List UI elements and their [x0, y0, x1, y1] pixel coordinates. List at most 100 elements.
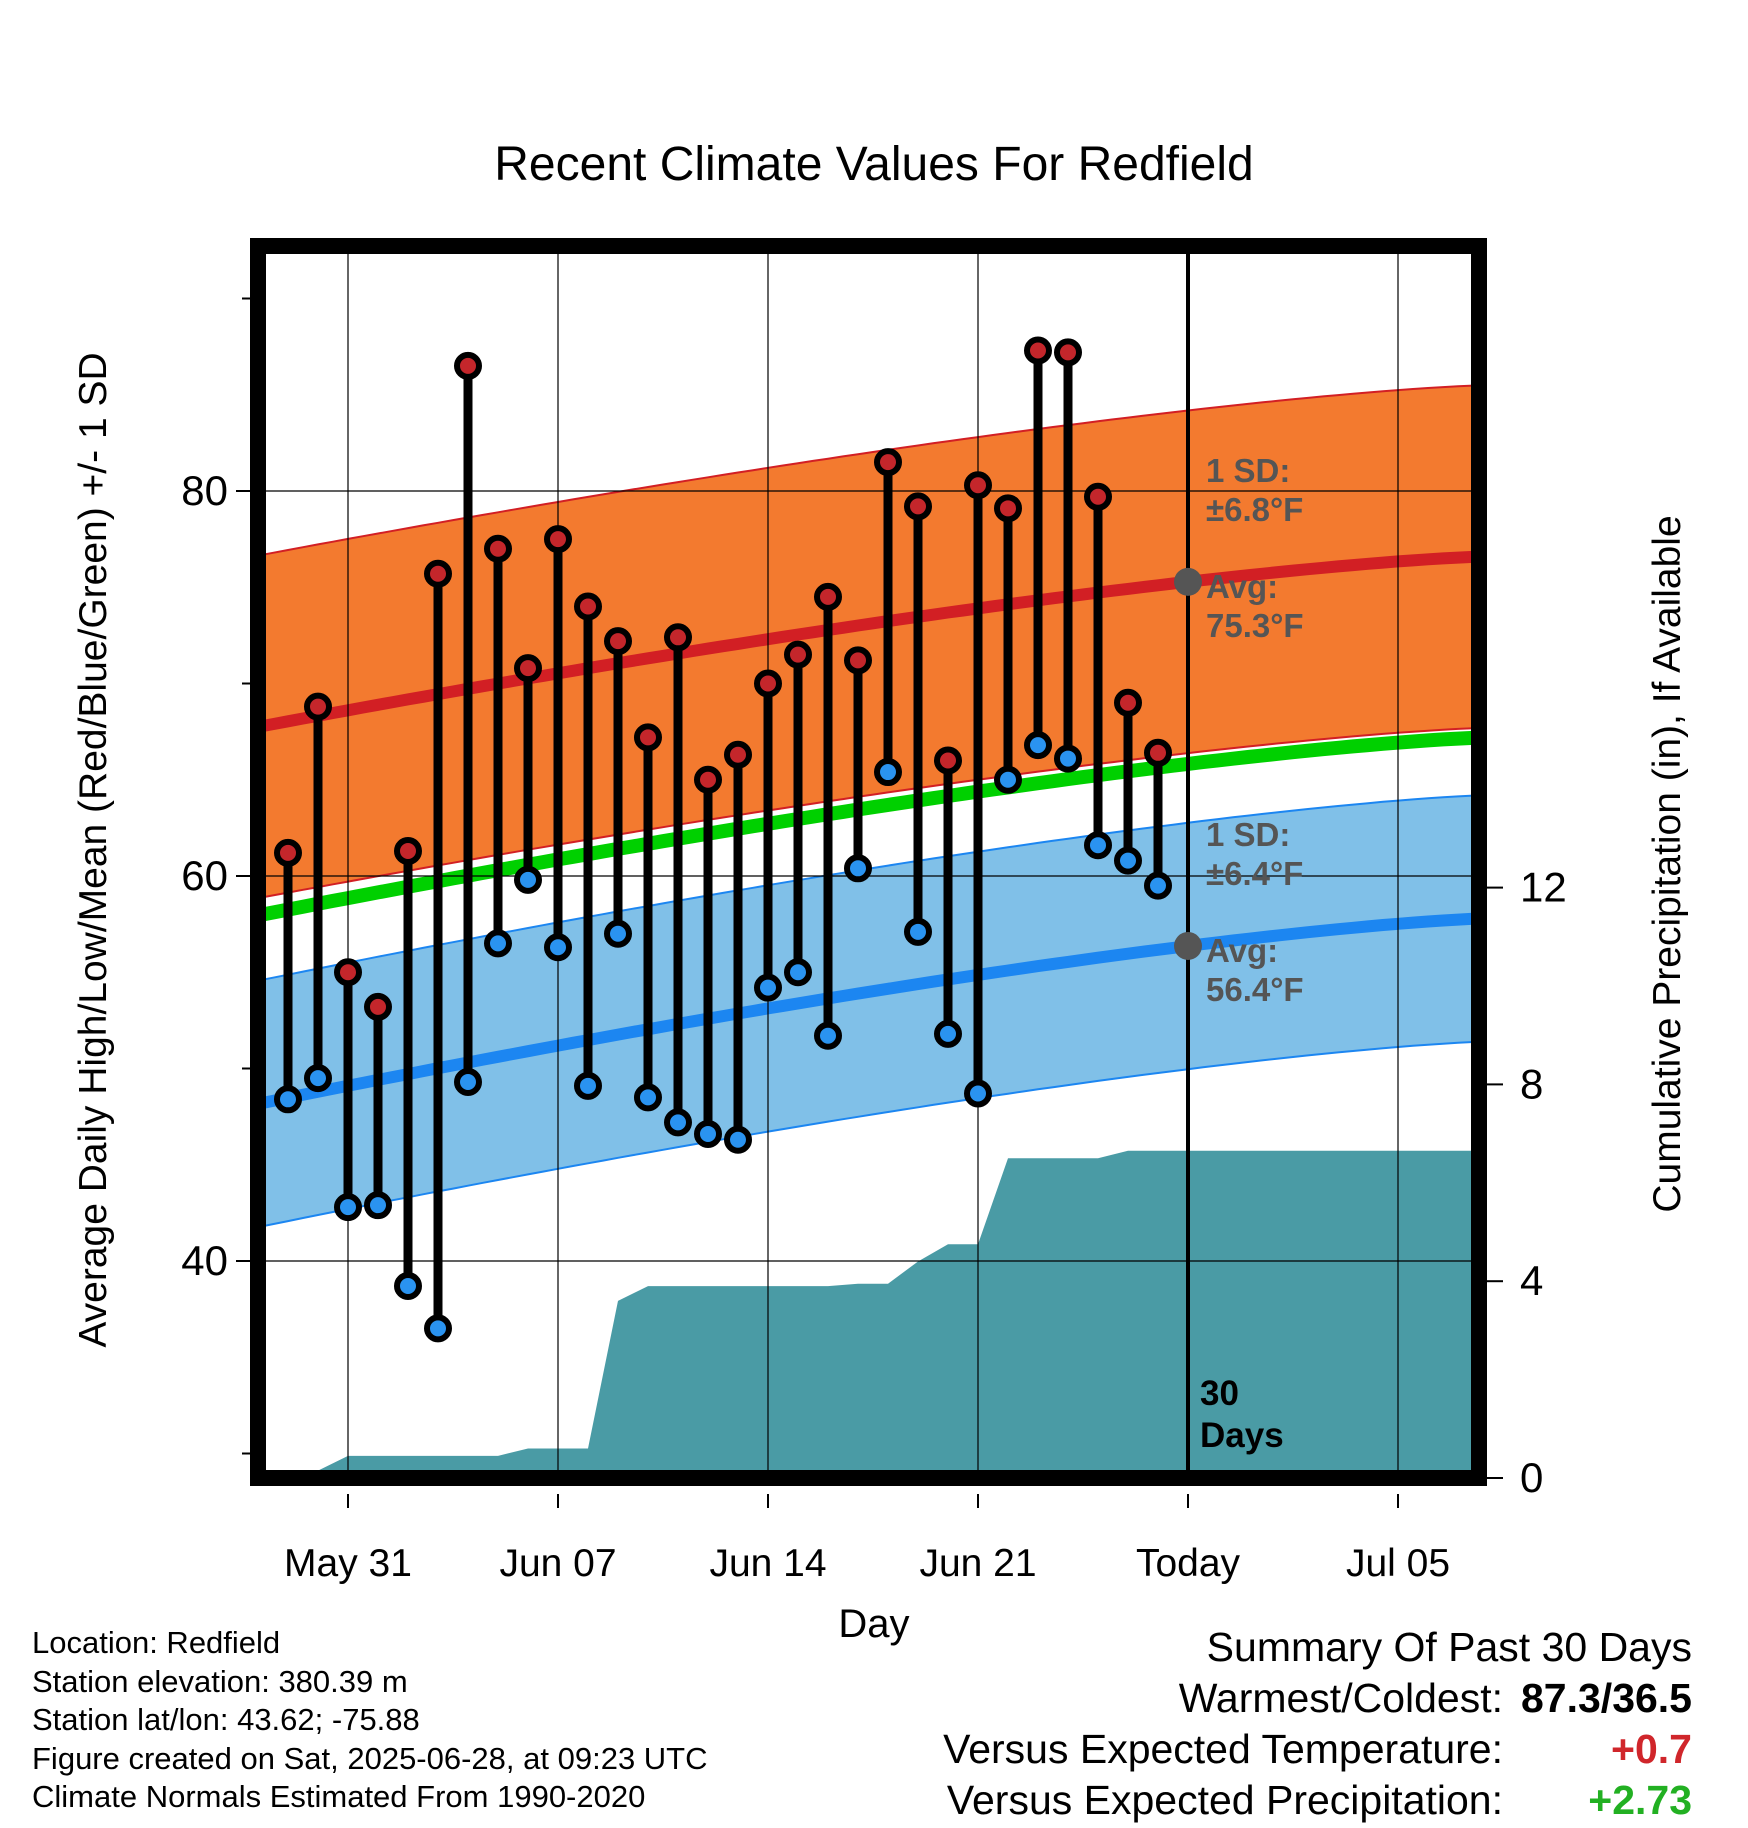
daily-high-point: [694, 765, 722, 794]
normal-low-line: [258, 912, 1479, 1111]
daily-high-point: [364, 992, 392, 1021]
daily-high-point: [784, 640, 812, 669]
daily-low-point: [634, 1083, 662, 1112]
summary-precip: Versus Expected Precipitation: +2.73: [943, 1775, 1692, 1826]
precip-label: Versus Expected Precipitation:: [946, 1777, 1503, 1823]
daily-low-point: [544, 933, 572, 962]
low-avg-value: 56.4°F: [1206, 971, 1304, 1008]
daily-high-point: [874, 448, 902, 477]
y2-tick-label: 0: [1520, 1454, 1543, 1501]
daily-low-point: [1054, 744, 1082, 773]
x-tick-label: Jun 07: [499, 1542, 616, 1585]
high-avg-label: Avg:: [1206, 568, 1278, 605]
daily-high-point: [1114, 688, 1142, 717]
daily-high-point: [484, 534, 512, 563]
x-tick-label: Jun 14: [709, 1542, 826, 1585]
daily-high-point: [274, 838, 302, 867]
daily-low-point: [874, 758, 902, 787]
daily-high-point: [904, 492, 932, 521]
daily-low-point: [964, 1079, 992, 1108]
x-tick-label: Today: [1136, 1542, 1241, 1585]
daily-high-point: [814, 582, 842, 611]
summary-panel: Summary Of Past 30 Days Warmest/Coldest:…: [943, 1622, 1692, 1826]
daily-low-point: [1114, 846, 1142, 875]
y2-tick-label: 4: [1520, 1257, 1543, 1304]
meta-elevation: Station elevation: 380.39 m: [32, 1663, 408, 1699]
daily-low-point: [424, 1314, 452, 1343]
daily-high-point: [334, 958, 362, 987]
axes: May 31 Jun 07 Jun 14 Jun 21 Today Jul 0540608…: [181, 238, 1567, 1585]
daily-high-point: [514, 654, 542, 683]
y-tick-label: 60: [181, 852, 228, 899]
summary-warm-cold: Warmest/Coldest: 87.3/36.5: [943, 1673, 1692, 1724]
daily-low-point: [304, 1064, 332, 1093]
meta-location: Location: Redfield: [32, 1625, 281, 1660]
daily-high-point: [724, 740, 752, 769]
station-metadata: Location: Redfield Station elevation: 38…: [32, 1624, 708, 1817]
daily-low-point: [364, 1191, 392, 1220]
high-sd-value: ±6.8°F: [1206, 491, 1303, 528]
daily-low-point: [574, 1071, 602, 1100]
daily-low-point: [484, 929, 512, 958]
high-avg-value: 75.3°F: [1206, 607, 1304, 644]
low-sd-label: 1 SD:: [1206, 816, 1290, 853]
temp-value: +0.7: [1611, 1726, 1692, 1772]
y2-tick-label: 12: [1520, 864, 1567, 911]
daily-high-point: [1144, 738, 1172, 767]
x-tick-label: Jul 05: [1346, 1542, 1450, 1585]
daily-high-point: [1084, 482, 1112, 511]
daily-high-point: [394, 836, 422, 865]
daily-low-point: [754, 973, 782, 1002]
x-tick-label: Jun 21: [919, 1542, 1036, 1585]
x-axis-label: Day: [838, 1602, 909, 1646]
daily-low-point: [274, 1085, 302, 1114]
daily-low-point: [994, 765, 1022, 794]
meta-latlon: Station lat/lon: 43.62; -75.88: [32, 1702, 420, 1737]
daily-low-point: [814, 1021, 842, 1050]
daily-low-point: [514, 865, 542, 894]
daily-high-point: [574, 592, 602, 621]
warm-cold-label: Warmest/Coldest:: [1178, 1675, 1503, 1721]
daily-low-point: [844, 854, 872, 883]
daily-low-point: [694, 1119, 722, 1148]
daily-low-point: [904, 917, 932, 946]
daily-high-point: [844, 646, 872, 675]
summary-title: Summary Of Past 30 Days: [1206, 1624, 1692, 1670]
normal-mean-line: [258, 730, 1479, 923]
daily-low-point: [934, 1019, 962, 1048]
today-window-label-line: Days: [1200, 1416, 1284, 1455]
today-window-label: 30 Days: [1200, 1374, 1284, 1455]
y-axis-label: Average Daily High/Low/Mean (Red/Blue/Gr…: [72, 352, 115, 1347]
summary-temp: Versus Expected Temperature: +0.7: [943, 1724, 1692, 1775]
daily-low-point: [604, 919, 632, 948]
daily-low-point: [1024, 731, 1052, 760]
daily-high-point: [304, 692, 332, 721]
daily-low-point: [394, 1272, 422, 1301]
today-normal-high-marker: [1174, 567, 1202, 596]
plot-frame: [250, 238, 1487, 1486]
daily-low-point: [334, 1193, 362, 1222]
today-normal-low-marker: [1174, 931, 1202, 960]
daily-high-point: [454, 351, 482, 380]
daily-high-point: [424, 559, 452, 588]
daily-low-point: [724, 1125, 752, 1154]
normal-high-line: [258, 550, 1479, 734]
daily-high-point: [754, 669, 782, 698]
y2-tick-label: 8: [1520, 1060, 1543, 1107]
daily-high-point: [934, 746, 962, 775]
low-sd-value: ±6.4°F: [1206, 855, 1303, 892]
daily-low-point: [1144, 871, 1172, 900]
y2-axis-label: Cumulative Precipitation (in), If Availa…: [1646, 515, 1689, 1212]
high-sd-label: 1 SD:: [1206, 452, 1290, 489]
temp-label: Versus Expected Temperature:: [943, 1726, 1503, 1772]
daily-high-point: [544, 525, 572, 554]
daily-low-point: [1084, 831, 1112, 860]
daily-high-point: [1054, 338, 1082, 367]
daily-low-point: [784, 958, 812, 987]
meta-normals: Climate Normals Estimated From 1990-2020: [32, 1779, 646, 1814]
chart-title: Recent Climate Values For Redfield: [494, 138, 1253, 191]
y-tick-label: 80: [181, 467, 228, 514]
precip-value: +2.73: [1588, 1777, 1692, 1823]
daily-high-point: [664, 623, 692, 652]
